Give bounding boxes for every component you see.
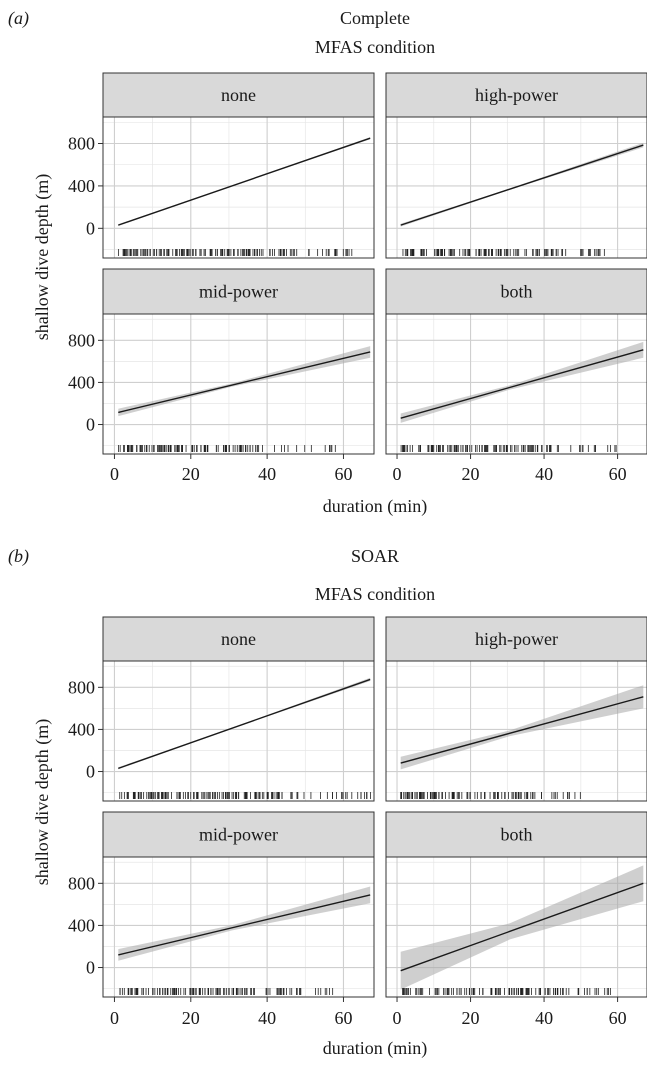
facet-strip-label: mid-power: [199, 825, 278, 845]
y-tick-label: 400: [68, 372, 95, 392]
facet-panel-b-high-power: high-power: [385, 616, 647, 802]
x-tick-label: 20: [182, 1008, 200, 1028]
rug-marks: [402, 988, 611, 995]
x-tick-label: 20: [182, 464, 200, 484]
facet-strip-label: high-power: [475, 85, 558, 105]
rug-marks: [118, 445, 336, 452]
panel-border: [385, 660, 647, 802]
panel-border: [102, 116, 375, 259]
facet-strip: [102, 811, 375, 858]
x-tick-label: 0: [393, 1008, 402, 1028]
rug-marks: [119, 792, 372, 799]
confidence-band: [400, 341, 644, 423]
chart-title-a: Complete: [340, 8, 410, 28]
y-tick-label: 800: [68, 677, 95, 697]
y-tick-label: 800: [68, 134, 95, 154]
y-tick-label: 400: [68, 719, 95, 739]
y-tick-label: 400: [68, 915, 95, 935]
panel-label-b: (b): [8, 546, 29, 567]
y-tick-label: 0: [86, 415, 95, 435]
regression-line: [118, 678, 371, 770]
x-tick-label: 0: [110, 1008, 119, 1028]
regression-line: [118, 351, 371, 414]
x-tick-label: 0: [110, 464, 119, 484]
rug-marks: [119, 988, 334, 995]
y-tick-label: 400: [68, 176, 95, 196]
panel-border: [102, 856, 375, 998]
facet-title-a: MFAS condition: [315, 37, 435, 57]
rug-marks: [117, 249, 353, 256]
facet-strip: [102, 72, 375, 118]
facet-strip-label: both: [500, 282, 532, 302]
y-tick-label: 800: [68, 873, 95, 893]
x-tick-label: 60: [609, 464, 627, 484]
confidence-band: [400, 685, 644, 770]
x-tick-label: 0: [393, 464, 402, 484]
panel-border: [385, 856, 647, 998]
facet-strip-label: none: [221, 85, 256, 105]
facet-panel-b-none: none 0 400 800: [68, 616, 375, 802]
y-tick-label: 800: [68, 330, 95, 350]
rug-marks: [402, 249, 605, 256]
facet-strip: [102, 616, 375, 662]
panel-border: [385, 313, 647, 455]
facet-strip-label: both: [500, 825, 532, 845]
regression-line: [400, 144, 644, 226]
x-tick-label: 60: [334, 464, 352, 484]
y-axis-label-a: shallow dive depth (m): [32, 174, 53, 340]
facet-panel-a-both: both 0 20 40 60: [385, 268, 647, 484]
plot-area: [103, 661, 374, 801]
plot-area: [103, 117, 374, 258]
x-tick-label: 60: [609, 1008, 627, 1028]
facet-panel-a-mid-power: mid-power 0 400 800 0 20 40 60: [68, 268, 375, 484]
regression-line: [118, 137, 371, 226]
panel-border: [102, 660, 375, 802]
facet-panel-a-none: none 0 400 800: [68, 72, 375, 259]
facet-strip: [385, 72, 647, 118]
x-tick-label: 40: [535, 464, 553, 484]
y-tick-label: 0: [86, 762, 95, 782]
x-tick-label: 40: [258, 1008, 276, 1028]
y-tick-label: 0: [86, 218, 95, 238]
x-tick-label: 20: [462, 1008, 480, 1028]
chart-title-b: SOAR: [351, 546, 399, 566]
facet-strip-label: none: [221, 629, 256, 649]
facet-title-b: MFAS condition: [315, 584, 435, 604]
rug-marks: [400, 445, 617, 452]
facet-panel-b-both: both 0 20 40 60: [385, 811, 647, 1028]
confidence-band: [118, 886, 371, 961]
regression-line: [400, 349, 644, 419]
regression-line: [400, 696, 644, 764]
x-tick-label: 40: [258, 464, 276, 484]
confidence-band: [118, 346, 371, 417]
facet-strip: [385, 268, 647, 315]
y-axis-label-b: shallow dive depth (m): [32, 719, 53, 885]
rug-marks: [400, 792, 581, 799]
panel-border: [102, 313, 375, 455]
facet-panel-b-mid-power: mid-power 0 400 800 0 20 40 60: [68, 811, 375, 1028]
panel-border: [385, 116, 647, 259]
x-axis-label-b: duration (min): [323, 1038, 427, 1059]
regression-line: [118, 894, 371, 956]
facet-panel-a-high-power: high-power: [385, 72, 647, 259]
facet-strip-label: mid-power: [199, 282, 278, 302]
x-axis-label-a: duration (min): [323, 496, 427, 517]
x-tick-label: 20: [462, 464, 480, 484]
x-tick-label: 60: [334, 1008, 352, 1028]
y-tick-label: 0: [86, 958, 95, 978]
regression-line: [400, 882, 644, 972]
x-tick-label: 40: [535, 1008, 553, 1028]
facet-strip-label: high-power: [475, 629, 558, 649]
panel-label-a: (a): [8, 8, 29, 29]
